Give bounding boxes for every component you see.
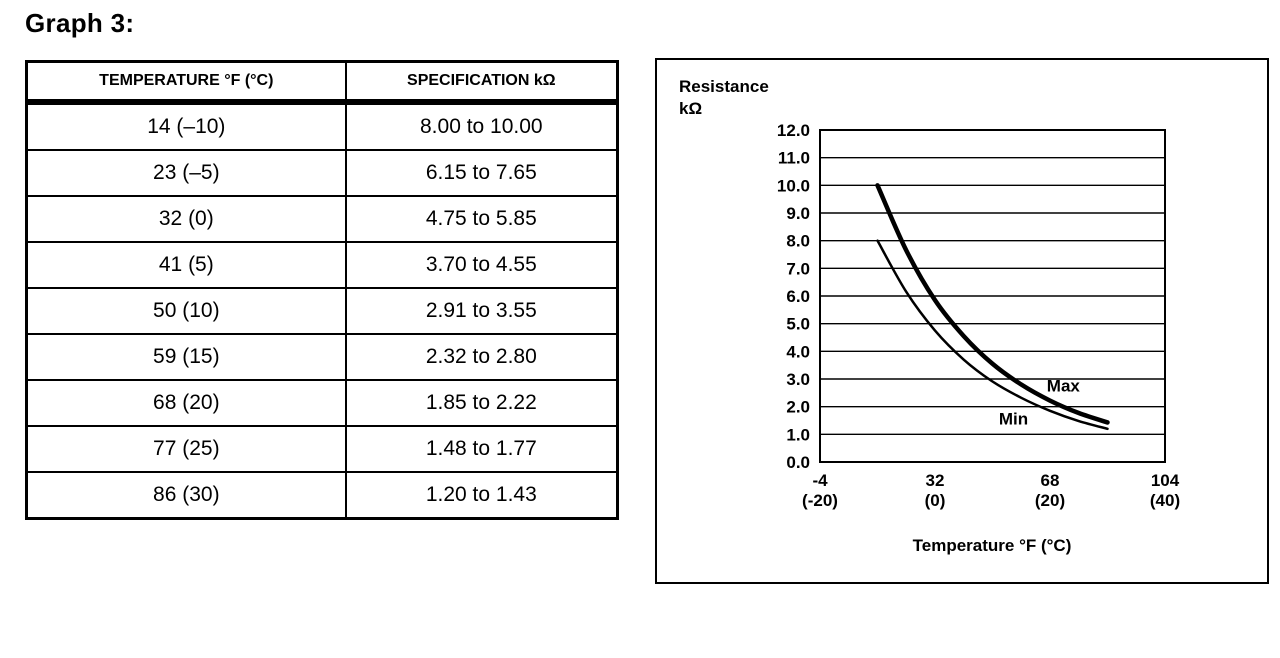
- table-row: 68 (20) 1.85 to 2.22: [25, 379, 619, 427]
- specification-cell: 3.70 to 4.55: [344, 241, 619, 289]
- x-tick-label-f: -4: [812, 471, 828, 490]
- x-tick-label-c: (40): [1150, 491, 1180, 510]
- chart-panel: Resistance kΩ 12.0 11.0 10.0 9.0 8.0 7.0 6.0 5.…: [655, 58, 1269, 584]
- y-axis-title-line2: kΩ: [679, 99, 703, 118]
- x-tick-label-c: (-20): [802, 491, 838, 510]
- table-row: 86 (30) 1.20 to 1.43: [25, 471, 619, 520]
- y-tick-label: 0.0: [786, 453, 810, 472]
- table-row: 50 (10) 2.91 to 3.55: [25, 287, 619, 335]
- plot-border: [819, 129, 1166, 463]
- temperature-cell: 14 (–10): [25, 101, 347, 151]
- x-tick-label-f: 104: [1151, 471, 1180, 490]
- y-tick-label: 12.0: [777, 121, 810, 140]
- x-tick-label-f: 68: [1041, 471, 1060, 490]
- y-tick-label: 9.0: [786, 204, 810, 223]
- temperature-cell: 68 (20): [25, 379, 347, 427]
- series-label-max: Max: [1047, 376, 1081, 395]
- temperature-cell: 50 (10): [25, 287, 347, 335]
- x-tick-label-c: (20): [1035, 491, 1065, 510]
- specification-cell: 1.48 to 1.77: [344, 425, 619, 473]
- y-tick-label: 1.0: [786, 425, 810, 444]
- x-tick-label-c: (0): [925, 491, 946, 510]
- x-tick-label-f: 32: [926, 471, 945, 490]
- specification-cell: 2.91 to 3.55: [344, 287, 619, 335]
- page-title: Graph 3:: [25, 8, 135, 38]
- specification-cell: 6.15 to 7.65: [344, 149, 619, 197]
- specification-cell: 2.32 to 2.80: [344, 333, 619, 381]
- spec-table: TEMPERATURE °F (°C) SPECIFICATION kΩ 14 …: [25, 60, 619, 520]
- min-curve: [876, 239, 1109, 431]
- col-header-temperature: TEMPERATURE °F (°C): [25, 60, 347, 105]
- table-header-row: TEMPERATURE °F (°C) SPECIFICATION kΩ: [25, 60, 619, 105]
- col-header-specification: SPECIFICATION kΩ: [344, 60, 619, 105]
- x-axis-title: Temperature °F (°C): [912, 536, 1072, 555]
- resistance-chart: 12.0 11.0 10.0 9.0 8.0 7.0 6.0 5.0 4.0 3.0 2.0 1.0 0…: [777, 121, 1180, 510]
- temperature-cell: 86 (30): [25, 471, 347, 520]
- table-row: 23 (–5) 6.15 to 7.65: [25, 149, 619, 197]
- y-tick-label: 6.0: [786, 287, 810, 306]
- y-tick-label: 7.0: [786, 259, 810, 278]
- y-tick-label: 10.0: [777, 176, 810, 195]
- y-tick-label: 8.0: [786, 232, 810, 251]
- y-tick-label: 2.0: [786, 398, 810, 417]
- table-row: 41 (5) 3.70 to 4.55: [25, 241, 619, 289]
- temperature-cell: 77 (25): [25, 425, 347, 473]
- table-row: 77 (25) 1.48 to 1.77: [25, 425, 619, 473]
- y-tick-label: 11.0: [778, 149, 810, 168]
- table-row: 59 (15) 2.32 to 2.80: [25, 333, 619, 381]
- y-tick-label: 5.0: [786, 315, 810, 334]
- temperature-cell: 23 (–5): [25, 149, 347, 197]
- specification-cell: 4.75 to 5.85: [344, 195, 619, 243]
- specification-cell: 1.85 to 2.22: [344, 379, 619, 427]
- max-curve: [875, 183, 1110, 425]
- y-axis-title-line1: Resistance: [679, 77, 769, 96]
- y-tick-label: 3.0: [786, 370, 810, 389]
- specification-cell: 8.00 to 10.00: [344, 101, 619, 151]
- temperature-cell: 59 (15): [25, 333, 347, 381]
- temperature-cell: 32 (0): [25, 195, 347, 243]
- temperature-cell: 41 (5): [25, 241, 347, 289]
- series-label-min: Min: [999, 410, 1028, 429]
- table-row: 14 (–10) 8.00 to 10.00: [25, 101, 619, 151]
- y-tick-label: 4.0: [786, 342, 810, 361]
- table-row: 32 (0) 4.75 to 5.85: [25, 195, 619, 243]
- specification-cell: 1.20 to 1.43: [344, 471, 619, 520]
- y-axis-title: Resistance kΩ: [679, 76, 769, 120]
